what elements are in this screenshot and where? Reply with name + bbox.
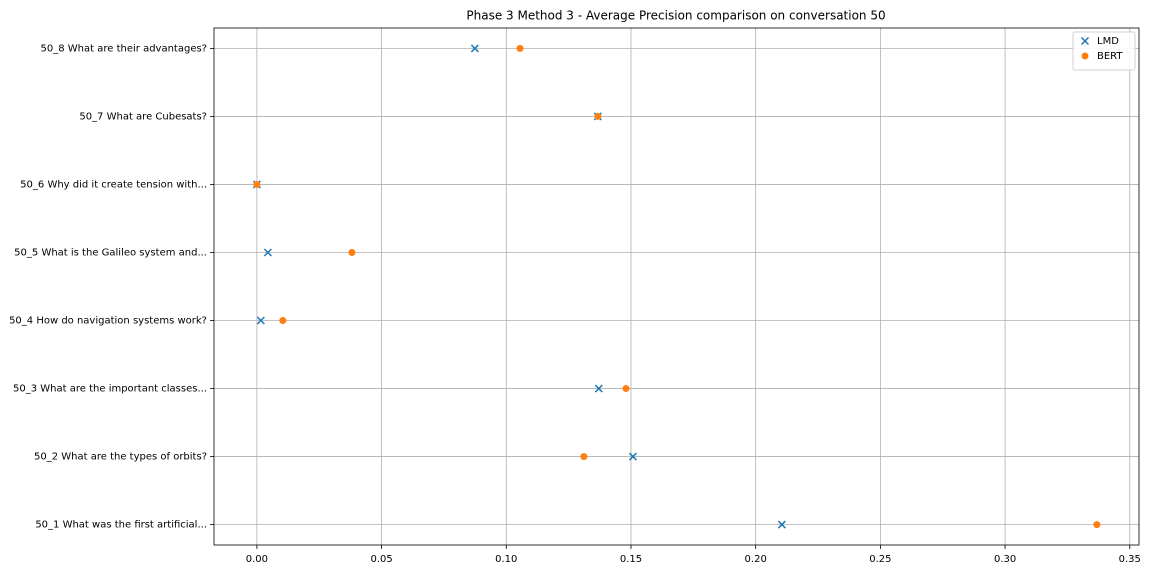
legend-label: LMD xyxy=(1097,36,1119,47)
marker-stroke xyxy=(263,248,272,257)
x-tick-label: 0.15 xyxy=(620,554,642,565)
x-tick-label: 0.05 xyxy=(370,554,392,565)
marker-stroke xyxy=(594,384,603,393)
y-tick-label: 50_5 What is the Galileo system and... xyxy=(14,247,207,258)
y-tick-label: 50_2 What are the types of orbits? xyxy=(34,452,207,463)
y-tick-label: 50_7 What are Cubesats? xyxy=(79,111,207,122)
y-tick-label: 50_1 What was the first artificial... xyxy=(35,520,207,531)
marker-dot xyxy=(594,112,602,120)
x-tick-label: 0.35 xyxy=(1119,554,1141,565)
x-tick-label: 0.10 xyxy=(495,554,517,565)
marker-stroke xyxy=(777,520,786,529)
legend: LMD BERT xyxy=(1072,31,1136,71)
marker-dot xyxy=(348,248,356,256)
marker-x xyxy=(628,452,638,461)
marker-stroke xyxy=(470,44,479,53)
y-tick-label: 50_4 How do navigation systems work? xyxy=(9,316,207,327)
marker-dot xyxy=(279,317,287,325)
marker-dot xyxy=(516,44,524,52)
marker-stroke xyxy=(628,452,638,461)
marker-stroke xyxy=(1080,36,1090,46)
x-tick-label: 0.20 xyxy=(745,554,767,565)
y-tick-label: 50_8 What are their advantages? xyxy=(41,43,207,54)
legend-label: BERT xyxy=(1097,51,1123,62)
marker-x xyxy=(777,520,786,529)
marker-x xyxy=(594,384,603,393)
x-tick-label: 0.30 xyxy=(994,554,1016,565)
y-tick-label: 50_6 Why did it create tension with... xyxy=(20,179,207,190)
chart-title: Phase 3 Method 3 - Average Precision com… xyxy=(466,9,885,23)
marker-dot xyxy=(622,385,630,393)
legend-box xyxy=(1072,31,1136,71)
marker-x xyxy=(470,44,479,53)
plot-frame xyxy=(213,27,1140,546)
marker-stroke xyxy=(256,316,265,325)
marker-dot xyxy=(1081,52,1089,60)
marker-dot xyxy=(580,453,588,461)
marker-dot xyxy=(1093,521,1101,529)
x-tick-label: 0.25 xyxy=(869,554,891,565)
marker-x xyxy=(263,248,272,257)
marker-dot xyxy=(253,180,261,188)
x-tick-label: 0.00 xyxy=(246,554,268,565)
marker-x xyxy=(1080,36,1090,46)
y-tick-label: 50_3 What are the important classes... xyxy=(13,384,207,395)
marker-x xyxy=(256,316,265,325)
